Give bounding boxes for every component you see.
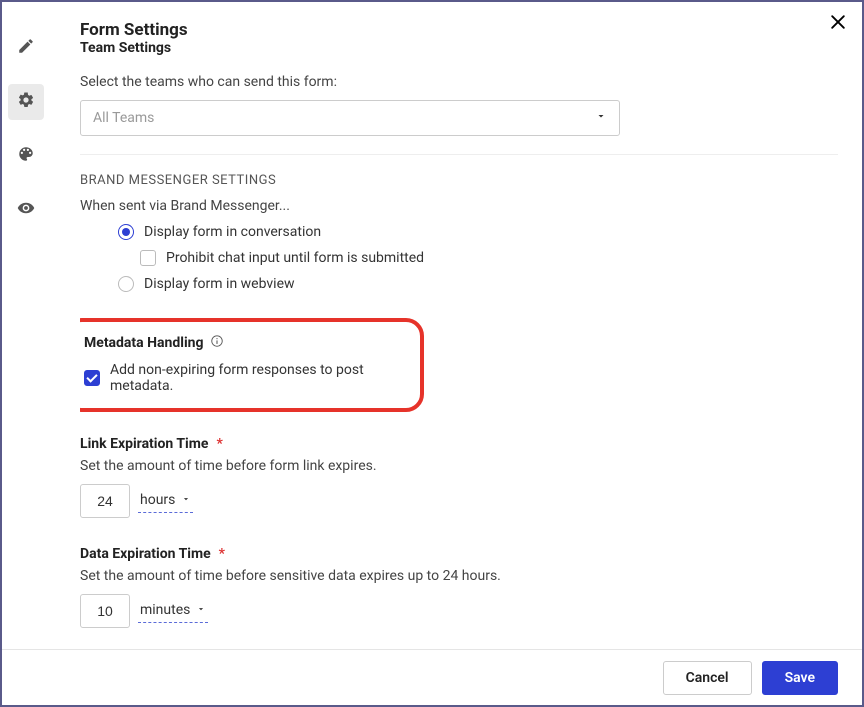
radio-display-webview[interactable]: Display form in webview	[118, 276, 838, 292]
metadata-title-row: Metadata Handling	[84, 334, 404, 352]
sidebar-tab-edit[interactable]	[8, 30, 44, 66]
teams-select-value: All Teams	[93, 110, 154, 126]
info-icon[interactable]	[210, 334, 224, 352]
link-expiration-block: Link Expiration Time * Set the amount of …	[80, 436, 838, 518]
radio-label: Display form in webview	[144, 276, 295, 292]
sidebar-tab-preview[interactable]	[8, 192, 44, 228]
data-expiration-title-row: Data Expiration Time *	[80, 546, 838, 562]
unit-label: hours	[140, 492, 175, 508]
cancel-button[interactable]: Cancel	[663, 661, 752, 695]
caret-down-icon	[595, 110, 607, 126]
radio-display-conversation[interactable]: Display form in conversation	[118, 224, 838, 240]
dialog-footer: Cancel Save	[2, 649, 862, 705]
metadata-highlight: Metadata Handling Add non-expiring form …	[80, 318, 424, 412]
palette-icon	[17, 145, 35, 167]
sidebar-tab-theme[interactable]	[8, 138, 44, 174]
save-button[interactable]: Save	[762, 661, 838, 695]
checkbox-metadata[interactable]: Add non-expiring form responses to post …	[84, 362, 404, 394]
caret-down-icon	[181, 492, 191, 508]
sidebar-tab-settings[interactable]	[8, 84, 44, 120]
link-expiration-value[interactable]	[80, 484, 130, 518]
data-expiration-value[interactable]	[80, 594, 130, 628]
divider	[80, 154, 838, 155]
checkbox-label: Prohibit chat input until form is submit…	[166, 250, 424, 266]
checkbox-label: Add non-expiring form responses to post …	[110, 362, 404, 394]
link-expiration-desc: Set the amount of time before form link …	[80, 458, 838, 474]
caret-down-icon	[196, 602, 206, 618]
gear-icon	[17, 91, 35, 113]
data-expiration-block: Data Expiration Time * Set the amount of …	[80, 546, 838, 628]
pencil-icon	[17, 37, 35, 59]
content-area: Form Settings Team Settings Select the t…	[80, 20, 838, 640]
required-marker: *	[219, 546, 225, 562]
radio-label: Display form in conversation	[144, 224, 321, 240]
metadata-title: Metadata Handling	[84, 335, 204, 351]
sidebar	[2, 2, 50, 705]
page-title: Form Settings	[80, 20, 838, 40]
data-expiration-unit-select[interactable]: minutes	[138, 600, 208, 623]
brand-section-label: BRAND MESSENGER SETTINGS	[80, 173, 838, 188]
link-expiration-unit-select[interactable]: hours	[138, 490, 193, 513]
data-expiration-desc: Set the amount of time before sensitive …	[80, 568, 838, 584]
settings-dialog: Form Settings Team Settings Select the t…	[0, 0, 864, 707]
data-expiration-title: Data Expiration Time	[80, 546, 211, 562]
checkbox-prohibit-input[interactable]: Prohibit chat input until form is submit…	[140, 250, 838, 266]
section-title-team: Team Settings	[80, 40, 838, 56]
brand-lead-text: When sent via Brand Messenger...	[80, 198, 838, 214]
radio-icon	[118, 276, 134, 292]
unit-label: minutes	[140, 602, 190, 618]
eye-icon	[17, 199, 35, 221]
teams-select[interactable]: All Teams	[80, 100, 620, 136]
checkbox-icon	[140, 250, 156, 266]
link-expiration-title-row: Link Expiration Time *	[80, 436, 838, 452]
radio-icon	[118, 224, 134, 240]
checkbox-icon	[84, 370, 100, 386]
link-expiration-title: Link Expiration Time	[80, 436, 208, 452]
team-select-prompt: Select the teams who can send this form:	[80, 74, 838, 90]
required-marker: *	[216, 436, 222, 452]
